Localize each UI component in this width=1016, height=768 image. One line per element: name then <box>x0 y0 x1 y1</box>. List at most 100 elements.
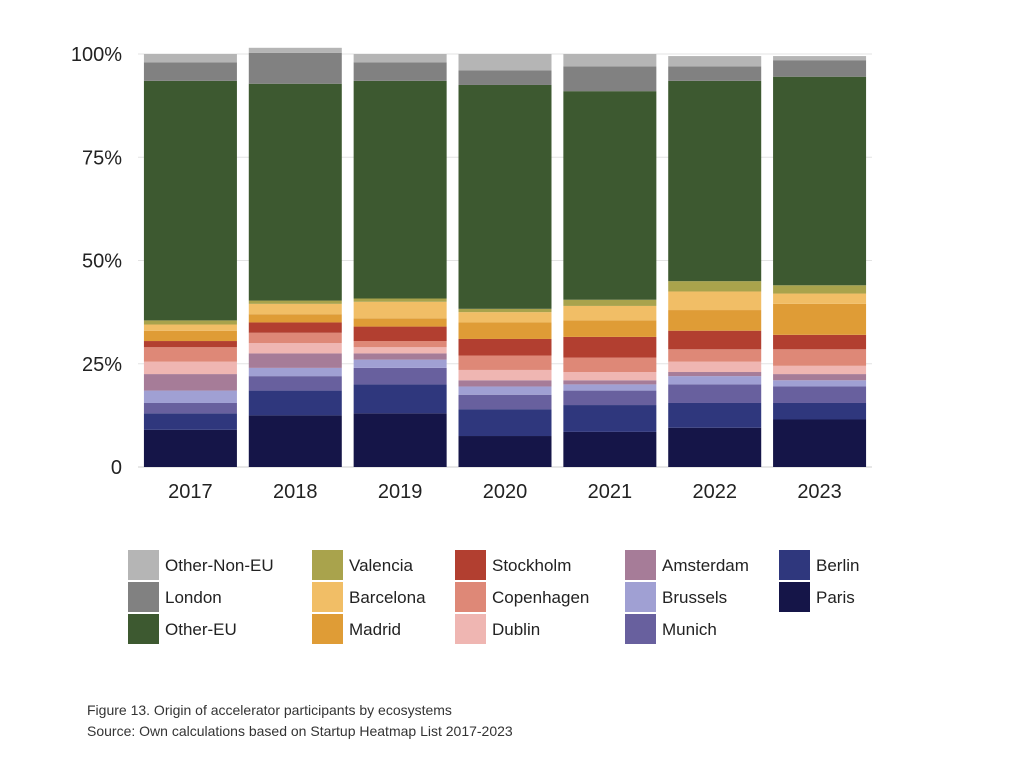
bar-segment-munich-2017 <box>143 402 237 414</box>
bar-segment-amsterdam-2023 <box>773 374 867 381</box>
bar-segment-barcelona-2022 <box>668 291 762 311</box>
bar-segment-amsterdam-2017 <box>143 374 237 391</box>
x-tick-label: 2021 <box>588 481 633 503</box>
bar-segment-madrid-2019 <box>353 318 447 327</box>
legend-label: Berlin <box>816 556 859 575</box>
bar-segment-munich-2023 <box>773 386 867 403</box>
y-tick-label: 100% <box>71 44 122 66</box>
legend-swatch <box>312 582 343 612</box>
bar-segment-paris-2020 <box>458 436 552 467</box>
y-tick-label: 0 <box>111 457 122 479</box>
bar-stack-2023 <box>773 56 867 467</box>
bar-segment-copenhagen-2017 <box>143 347 237 362</box>
bar-segment-stockholm-2020 <box>458 338 552 356</box>
legend-label: Barcelona <box>349 588 426 607</box>
legend-item-berlin: Berlin <box>779 550 859 580</box>
bar-segment-barcelona-2019 <box>353 301 447 319</box>
legend-swatch <box>312 614 343 644</box>
bar-segment-other-eu-2023 <box>773 76 867 286</box>
legend-label: Copenhagen <box>492 588 589 607</box>
legend-swatch <box>455 550 486 580</box>
bar-segment-brussels-2020 <box>458 386 552 395</box>
bar-segment-other-eu-2019 <box>353 80 447 299</box>
x-tick-label: 2018 <box>273 481 318 503</box>
bar-segment-amsterdam-2022 <box>668 372 762 377</box>
bar-segment-paris-2018 <box>248 415 342 467</box>
bar-segment-dublin-2023 <box>773 365 867 375</box>
bar-segment-valencia-2023 <box>773 285 867 294</box>
bar-segment-other-non-eu-2019 <box>353 54 447 63</box>
bar-segment-munich-2018 <box>248 376 342 391</box>
legend-label: Other-EU <box>165 620 237 639</box>
x-tick-label: 2023 <box>797 481 842 503</box>
legend-swatch <box>312 550 343 580</box>
bar-segment-london-2021 <box>563 66 657 92</box>
bar-segment-barcelona-2018 <box>248 303 342 315</box>
bar-segment-valencia-2018 <box>248 300 342 304</box>
bar-segment-berlin-2021 <box>563 405 657 432</box>
legend-label: Dublin <box>492 620 540 639</box>
bar-segment-brussels-2023 <box>773 380 867 387</box>
bar-segment-london-2022 <box>668 66 762 81</box>
x-tick-label: 2022 <box>692 481 737 503</box>
bar-segment-stockholm-2019 <box>353 326 447 342</box>
bar-segment-dublin-2022 <box>668 361 762 373</box>
bar-segment-dublin-2020 <box>458 369 552 381</box>
bar-segment-valencia-2017 <box>143 320 237 325</box>
legend-label: Valencia <box>349 556 413 575</box>
bar-stack-2020 <box>458 54 552 467</box>
y-tick-label: 75% <box>82 147 122 169</box>
bar-stack-2021 <box>563 54 657 467</box>
legend-item-other-non-eu: Other-Non-EU <box>128 550 274 580</box>
bar-segment-madrid-2022 <box>668 310 762 331</box>
legend-item-amsterdam: Amsterdam <box>625 550 749 580</box>
bar-segment-london-2017 <box>143 62 237 81</box>
bar-segment-london-2018 <box>248 52 342 84</box>
legend-item-other-eu: Other-EU <box>128 614 237 644</box>
legend-item-barcelona: Barcelona <box>312 582 426 612</box>
bar-segment-london-2023 <box>773 60 867 77</box>
legend-label: Amsterdam <box>662 556 749 575</box>
bar-segment-barcelona-2017 <box>143 324 237 331</box>
bar-segment-stockholm-2023 <box>773 334 867 350</box>
bar-segment-madrid-2017 <box>143 330 237 342</box>
bar-segment-stockholm-2018 <box>248 322 342 333</box>
bar-segment-stockholm-2021 <box>563 336 657 358</box>
bar-segment-berlin-2020 <box>458 409 552 437</box>
bar-segment-other-eu-2022 <box>668 80 762 282</box>
legend-swatch <box>128 550 159 580</box>
bar-segment-barcelona-2020 <box>458 312 552 323</box>
y-tick-label: 25% <box>82 354 122 376</box>
legend-swatch <box>625 614 656 644</box>
bar-segment-amsterdam-2021 <box>563 380 657 385</box>
bar-segment-london-2019 <box>353 62 447 81</box>
legend-item-madrid: Madrid <box>312 614 401 644</box>
bar-segment-paris-2022 <box>668 427 762 467</box>
bar-segment-barcelona-2023 <box>773 293 867 304</box>
bar-segment-other-eu-2020 <box>458 84 552 309</box>
bar-segment-other-non-eu-2022 <box>668 56 762 67</box>
bar-segment-other-non-eu-2020 <box>458 54 552 71</box>
legend: Other-Non-EU London Other-EU Valencia Barcel… <box>128 550 859 644</box>
bar-segment-copenhagen-2019 <box>353 341 447 348</box>
legend-item-dublin: Dublin <box>455 614 540 644</box>
legend-swatch <box>779 550 810 580</box>
legend-label: Munich <box>662 620 717 639</box>
bar-segment-berlin-2023 <box>773 402 867 420</box>
bar-segment-madrid-2023 <box>773 303 867 335</box>
bar-segment-london-2020 <box>458 70 552 85</box>
legend-swatch <box>455 582 486 612</box>
legend-label: Brussels <box>662 588 727 607</box>
bar-segment-berlin-2018 <box>248 390 342 416</box>
bar-segment-brussels-2022 <box>668 376 762 385</box>
bar-segment-amsterdam-2018 <box>248 353 342 368</box>
legend-item-munich: Munich <box>625 614 717 644</box>
bar-segment-brussels-2021 <box>563 384 657 391</box>
bar-segment-other-non-eu-2023 <box>773 56 867 61</box>
legend-swatch <box>625 550 656 580</box>
legend-item-london: London <box>128 582 222 612</box>
legend-item-brussels: Brussels <box>625 582 727 612</box>
bar-segment-munich-2019 <box>353 367 447 385</box>
bar-segment-paris-2021 <box>563 431 657 467</box>
bar-segment-other-non-eu-2021 <box>563 54 657 67</box>
